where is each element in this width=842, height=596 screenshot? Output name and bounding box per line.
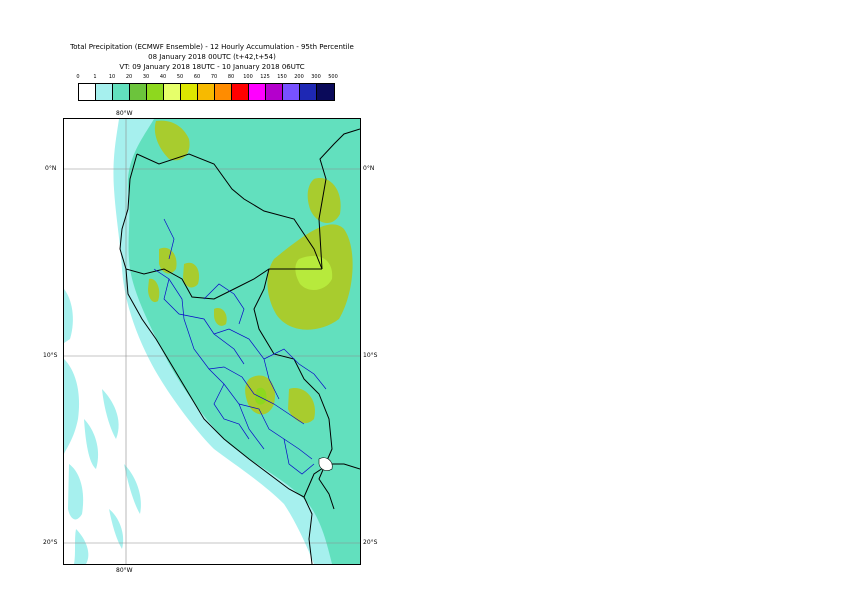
legend-swatch bbox=[164, 84, 181, 100]
ocean-precip-streaks bbox=[64, 289, 141, 564]
precipitation-legend: 0 1 10 20 30 40 50 60 70 80 100 125 150 200 300 500 bbox=[70, 74, 360, 104]
legend-swatch bbox=[181, 84, 198, 100]
lake bbox=[318, 457, 333, 471]
legend-swatch bbox=[147, 84, 164, 100]
legend-tick-label: 10 bbox=[108, 74, 116, 80]
legend-tick-label: 1 bbox=[93, 74, 97, 80]
precip-blob-north bbox=[154, 120, 190, 161]
legend-swatch bbox=[198, 84, 215, 100]
legend-tick-label: 50 bbox=[176, 74, 184, 80]
legend-tick-label: 200 bbox=[294, 74, 304, 80]
legend-tick-label: 80 bbox=[227, 74, 235, 80]
legend-swatch bbox=[79, 84, 96, 100]
regional-borders bbox=[153, 218, 327, 475]
legend-swatch bbox=[215, 84, 232, 100]
legend-tick-label: 150 bbox=[277, 74, 287, 80]
valid-time-line: VT: 09 January 2018 18UTC - 10 January 2… bbox=[119, 63, 305, 71]
lat-label-20-left: 20°S bbox=[43, 539, 58, 546]
precip-blob-east bbox=[307, 178, 341, 224]
graticule bbox=[64, 119, 360, 564]
legend-tick-label: 60 bbox=[193, 74, 201, 80]
lat-label-10-right: 10°S bbox=[363, 352, 378, 359]
legend-swatch bbox=[249, 84, 266, 100]
legend-tick-label: 30 bbox=[142, 74, 150, 80]
legend-colorbar bbox=[78, 83, 335, 101]
legend-swatch bbox=[113, 84, 130, 100]
legend-tick-label: 300 bbox=[311, 74, 321, 80]
legend-tick-label: 125 bbox=[260, 74, 270, 80]
legend-swatch bbox=[300, 84, 317, 100]
legend-tick-label: 40 bbox=[159, 74, 167, 80]
legend-tick-label: 0 bbox=[76, 74, 80, 80]
base-time-line: 08 January 2018 00UTC (t+42,t+54) bbox=[148, 53, 276, 61]
legend-tick-label: 100 bbox=[243, 74, 253, 80]
precipitation-map bbox=[63, 118, 361, 565]
lon-label-bottom: 80°W bbox=[116, 567, 133, 574]
legend-swatch bbox=[266, 84, 283, 100]
legend-swatch bbox=[130, 84, 147, 100]
chart-title: Total Precipitation (ECMWF Ensemble) - 1… bbox=[70, 43, 354, 51]
legend-swatch bbox=[96, 84, 113, 100]
legend-swatch bbox=[283, 84, 300, 100]
legend-tick-label: 70 bbox=[210, 74, 218, 80]
lon-label-top: 80°W bbox=[116, 110, 133, 117]
legend-tick-label: 500 bbox=[328, 74, 338, 80]
legend-tick-label: 20 bbox=[125, 74, 133, 80]
legend-swatch bbox=[317, 84, 334, 100]
lat-label-0-left: 0°N bbox=[45, 165, 57, 172]
lat-label-0-right: 0°N bbox=[363, 165, 375, 172]
legend-swatch bbox=[232, 84, 249, 100]
lat-label-10-left: 10°S bbox=[43, 352, 58, 359]
lat-label-20-right: 20°S bbox=[363, 539, 378, 546]
